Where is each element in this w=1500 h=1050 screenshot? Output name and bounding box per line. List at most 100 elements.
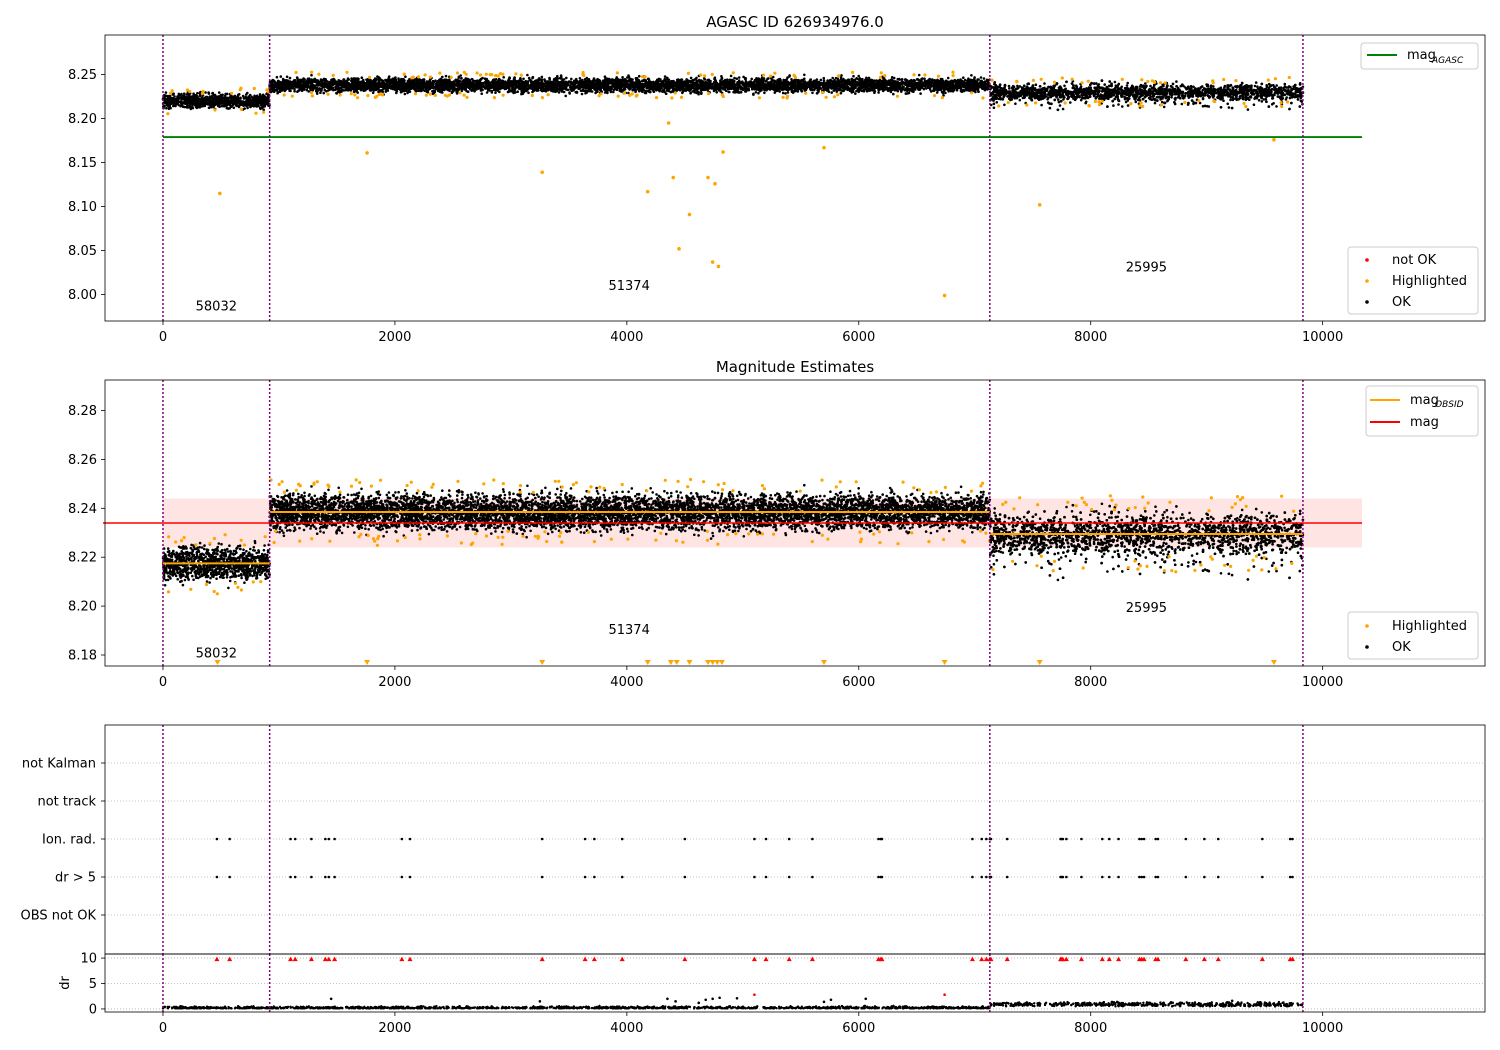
ok-point: [196, 97, 200, 101]
ok-point: [204, 100, 208, 104]
ok-point: [224, 98, 228, 102]
ok-point: [900, 78, 904, 81]
ok-point: [935, 91, 939, 94]
ok-point: [750, 77, 753, 81]
ok-point: [212, 102, 216, 105]
ok-point: [603, 75, 607, 78]
ok-point: [645, 86, 648, 90]
ok-point: [235, 98, 238, 102]
ok-point: [703, 78, 707, 81]
ok-point: [480, 92, 484, 95]
ok-point: [191, 96, 195, 100]
ok-point: [700, 91, 703, 94]
ok-point: [832, 89, 836, 92]
ok-point: [261, 99, 265, 102]
ok-point: [983, 88, 987, 92]
ok-point: [293, 89, 296, 93]
ok-point: [516, 90, 519, 93]
ok-point: [946, 76, 950, 80]
ok-point: [259, 95, 263, 99]
ok-point: [794, 78, 798, 82]
ok-point: [279, 75, 283, 78]
ok-point: [973, 76, 976, 79]
ok-point: [191, 106, 195, 110]
ok-point: [877, 79, 881, 83]
ok-point: [663, 75, 667, 78]
ok-point: [527, 91, 530, 95]
ok-point: [381, 79, 384, 82]
ok-point: [475, 79, 479, 82]
ok-point: [180, 92, 183, 96]
ok-point: [877, 91, 880, 94]
ok-point: [960, 79, 964, 83]
ok-point: [258, 93, 262, 96]
ok-point: [831, 76, 834, 80]
ok-point: [187, 96, 191, 99]
ok-point: [258, 99, 262, 103]
ok-point: [173, 95, 176, 98]
ok-point: [444, 74, 448, 78]
highlighted-point: [166, 112, 170, 116]
highlighted-point: [213, 108, 217, 112]
ok-point: [170, 99, 174, 103]
ok-point: [922, 87, 926, 91]
ok-point: [739, 90, 743, 94]
ok-point: [552, 80, 556, 83]
ok-point: [404, 75, 407, 78]
ok-point: [352, 77, 356, 80]
ok-point: [203, 96, 207, 99]
ok-point: [763, 83, 767, 87]
ok-point: [217, 95, 220, 98]
ok-point: [172, 92, 175, 96]
ok-point: [186, 104, 189, 107]
ok-point: [170, 102, 173, 105]
ok-point: [695, 76, 698, 80]
highlighted-point: [230, 91, 234, 95]
ok-point: [403, 92, 407, 96]
ok-point: [172, 98, 176, 102]
ok-point: [666, 76, 669, 80]
ok-point: [433, 89, 437, 92]
ok-point: [246, 91, 249, 95]
ok-point: [172, 104, 175, 108]
ok-point: [172, 101, 175, 105]
ok-point: [164, 91, 168, 94]
ok-point: [564, 94, 567, 98]
ok-point: [182, 101, 185, 104]
ok-point: [166, 104, 169, 107]
ok-point: [196, 100, 200, 104]
ok-point: [193, 103, 197, 107]
ok-point: [691, 90, 694, 93]
ok-point: [485, 91, 489, 94]
ok-point: [256, 104, 260, 108]
ok-point: [490, 89, 494, 93]
ok-point: [913, 79, 916, 83]
ok-point: [578, 81, 581, 84]
ok-point: [752, 92, 755, 96]
ok-point: [562, 90, 566, 94]
ok-point: [786, 91, 790, 94]
panel-agasc-title: AGASC ID 626934976.0: [706, 13, 884, 31]
ok-point: [497, 79, 500, 82]
ok-point: [894, 88, 898, 92]
ok-point: [228, 101, 231, 104]
ok-point: [182, 92, 186, 95]
ok-point: [222, 99, 225, 103]
ok-point: [852, 74, 855, 78]
ok-point: [217, 101, 220, 105]
ok-point: [637, 74, 641, 78]
ok-point: [710, 82, 714, 86]
ok-point: [735, 77, 739, 80]
ok-point: [754, 91, 758, 94]
ok-point: [232, 106, 236, 109]
ok-point: [247, 100, 251, 104]
ok-point: [626, 76, 629, 79]
ok-point: [325, 90, 328, 93]
ok-point: [902, 86, 905, 90]
ok-point: [185, 98, 189, 101]
highlighted-point: [262, 110, 266, 114]
ok-point: [163, 94, 166, 98]
ok-point: [275, 75, 279, 79]
highlighted-point: [252, 86, 256, 91]
